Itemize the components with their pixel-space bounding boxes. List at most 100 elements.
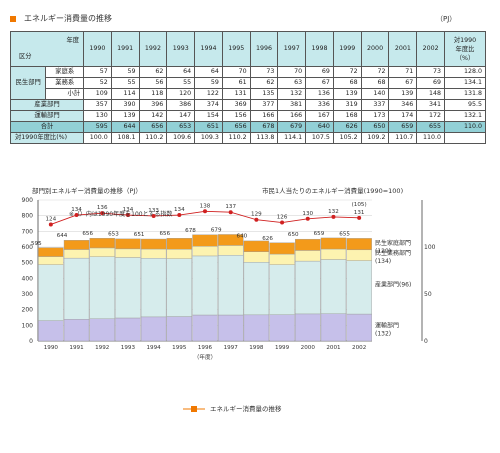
- year-header-cell: 1995: [221, 31, 251, 67]
- value-cell: 142: [138, 110, 168, 122]
- index-point: [48, 222, 53, 227]
- year-header-cell: 1998: [305, 31, 334, 67]
- year-header-cell: 1990: [83, 31, 112, 67]
- bar-segment: [192, 246, 218, 257]
- energy-chart: 部門別エネルギー消費量の推移（PJ） 市民1人当たりのエネルギー消費量(1990=…: [22, 186, 436, 413]
- x-tick-label: 1998: [249, 345, 264, 351]
- index-label: 133: [148, 208, 159, 214]
- value-cell: 319: [332, 99, 362, 111]
- y-tick-label: 200: [22, 307, 34, 314]
- index-point: [331, 214, 336, 219]
- bar-total-label: 656: [82, 231, 93, 237]
- total-label-cell: 合計: [9, 121, 85, 133]
- value-cell: 57: [83, 66, 112, 78]
- index-label: 130: [302, 211, 313, 217]
- index-point: [74, 213, 79, 218]
- section-cell-minsei: 民生部門: [9, 66, 47, 100]
- year-header-cell: 1992: [138, 31, 168, 67]
- bar-segment: [295, 313, 321, 342]
- bar-total-label: 679: [211, 228, 222, 234]
- bar-segment: [166, 238, 193, 250]
- right-axis-title: 市民1人当たりのエネルギー消費量(1990=100): [262, 186, 403, 195]
- x-tick-label: 1990: [44, 345, 59, 351]
- bar-segment: [140, 316, 167, 342]
- bar-total-label: 678: [185, 228, 196, 234]
- index-label: 129: [251, 212, 262, 218]
- total-value-cell: 650: [360, 121, 390, 133]
- y-tick-label: 400: [22, 275, 34, 282]
- index-label: 132: [328, 209, 339, 215]
- year-header-cell: 1996: [249, 31, 279, 67]
- bar-segment: [166, 248, 193, 259]
- value-cell: 386: [166, 99, 196, 111]
- value-cell: 64: [194, 66, 223, 78]
- value-cell: 168: [332, 110, 362, 122]
- bar-segment: [217, 314, 244, 342]
- year-header-cell: 1993: [166, 31, 196, 67]
- bar-total-label: 653: [108, 232, 119, 238]
- value-cell: 139: [110, 110, 140, 122]
- value-cell: 52: [83, 77, 112, 89]
- bar-segment: [63, 257, 90, 320]
- value-cell: 56: [138, 77, 168, 89]
- rate-row-value-cell: 113.8: [249, 132, 279, 144]
- value-cell: 59: [194, 77, 223, 89]
- x-tick-label: 1993: [121, 345, 136, 351]
- value-cell: 357: [83, 99, 112, 111]
- series-label-sub: (134): [375, 258, 391, 265]
- index-label: 138: [200, 203, 211, 209]
- value-cell: 114: [110, 88, 140, 100]
- left-axis-title: 部門別エネルギー消費量の推移（PJ）: [32, 186, 142, 195]
- x-tick-label: 1992: [95, 345, 109, 351]
- value-cell: 135: [249, 88, 279, 100]
- bar-segment: [192, 314, 218, 342]
- index-label: 134: [174, 207, 185, 213]
- rate-row-value-cell: 109.3: [194, 132, 223, 144]
- index-label: 134: [71, 207, 82, 213]
- bar-segment: [295, 250, 321, 262]
- corner-kubun-label: 区分: [19, 53, 32, 60]
- value-cell: 72: [360, 66, 390, 78]
- year-header-cell: 1997: [277, 31, 307, 67]
- rate-header-cell: 対1990 年度比 （%）: [443, 31, 487, 67]
- series-label-sub: (129): [375, 248, 391, 255]
- total-value-cell: 656: [221, 121, 251, 133]
- bar-total-label: 644: [57, 233, 68, 239]
- bar-segment: [269, 314, 295, 342]
- x-axis-title: （年度）: [194, 353, 216, 361]
- value-cell: 396: [138, 99, 168, 111]
- x-tick-label: 1994: [146, 345, 161, 351]
- section-cell: 運輸部門: [9, 110, 85, 122]
- series-label: 民生業務部門: [375, 249, 411, 257]
- total-value-cell: 626: [332, 121, 362, 133]
- year-header-cell: 1991: [110, 31, 140, 67]
- year-header-cell: 1994: [194, 31, 223, 67]
- year-header-cell: 1999: [332, 31, 362, 67]
- bar-segment: [89, 238, 115, 249]
- value-cell: 67: [305, 77, 334, 89]
- bar-segment: [269, 242, 295, 255]
- total-value-cell: 595: [83, 121, 112, 133]
- x-tick-label: 2000: [301, 345, 316, 351]
- value-cell: 122: [194, 88, 223, 100]
- value-cell: 73: [416, 66, 445, 78]
- bar-segment: [192, 234, 218, 247]
- index-point: [228, 210, 233, 215]
- bar-total-label: 655: [339, 231, 350, 237]
- bar-total-label: 651: [134, 232, 145, 238]
- value-cell: 55: [166, 77, 196, 89]
- bar-total-label: 626: [262, 236, 273, 242]
- rate-row-value-cell: 109.2: [360, 132, 390, 144]
- rate-header-line: （%）: [455, 54, 475, 62]
- value-cell: 154: [194, 110, 223, 122]
- index-label-extra: (105): [352, 202, 367, 208]
- rate-row-value-cell: 100.0: [83, 132, 112, 144]
- value-cell: 109: [83, 88, 112, 100]
- value-cell: 172: [416, 110, 445, 122]
- bar-total-label: 640: [237, 234, 248, 240]
- y-tick-label: 500: [22, 260, 34, 267]
- row-label-cell: 業務系: [45, 77, 85, 89]
- value-cell: 166: [249, 110, 279, 122]
- y2-tick-label: 0: [424, 338, 428, 345]
- index-label: 137: [225, 204, 236, 210]
